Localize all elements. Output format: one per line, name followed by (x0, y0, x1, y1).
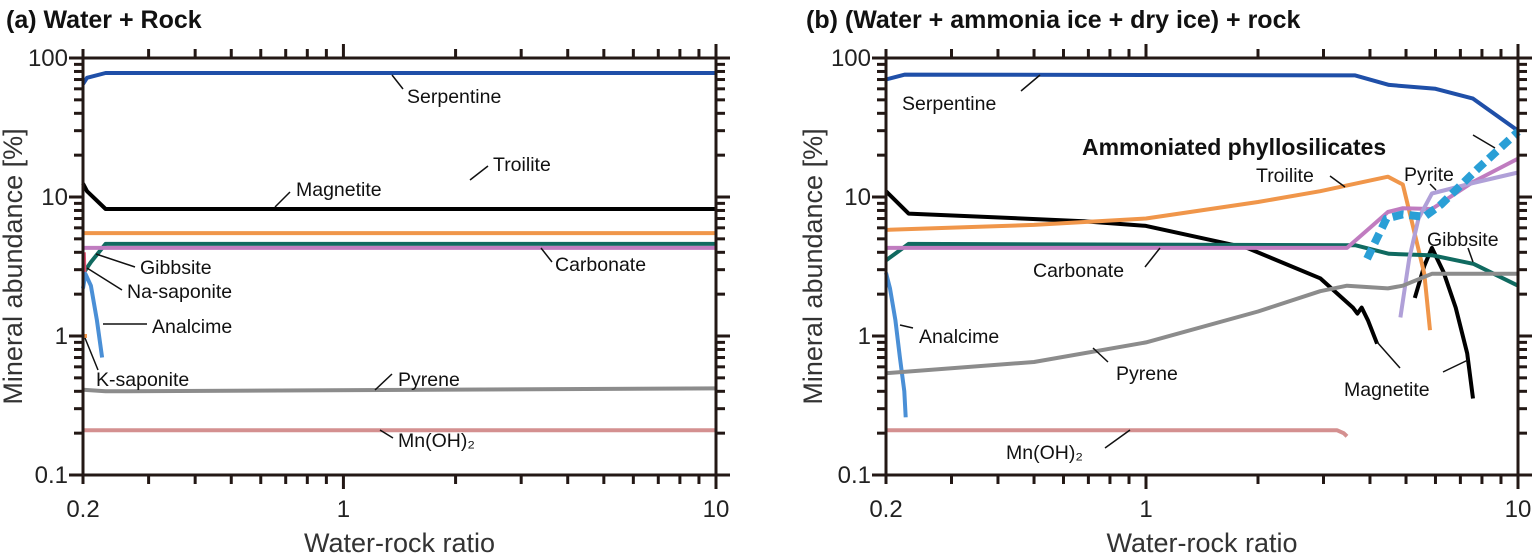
chart-title: (a) Water + Rock (6, 6, 202, 34)
series-label: K-saponite (96, 369, 189, 391)
series-line-serpentine (885, 72, 1520, 133)
label-leader-line (86, 267, 123, 291)
x-tick-label: 10 (703, 496, 730, 523)
series-line-magnetite (81, 182, 716, 211)
series-line-ammoniated-phyllosilicates (1363, 128, 1521, 261)
series-line-analcime (884, 272, 908, 418)
label-leader-line (1020, 74, 1041, 92)
x-axis-label: Water-rock ratio (304, 528, 495, 558)
series-label: Ammoniated phyllosilicates (1082, 134, 1386, 160)
y-axis-label: Mineral abundance [%] (0, 128, 28, 404)
x-tick-label: 10 (1505, 496, 1532, 523)
label-leader-line (379, 429, 394, 439)
y-tick-label: 10 (41, 184, 68, 211)
label-leader-line (84, 337, 99, 371)
series-label: Analcime (152, 316, 232, 338)
series-line-pyrene (82, 386, 717, 394)
series-label: Na-saponite (127, 281, 232, 303)
series-label: Pyrene (398, 369, 460, 391)
label-leader-line (1442, 359, 1469, 373)
series-label: Troilite (493, 154, 551, 176)
series-label: Pyrite (1404, 164, 1454, 186)
series-line-pyrite (1398, 170, 1519, 318)
label-leader-line (391, 74, 404, 90)
series-label: Gibbsite (140, 257, 212, 279)
series-line-gibbsite (81, 241, 716, 275)
series-label: Carbonate (555, 254, 646, 276)
y-tick-label: 100 (28, 45, 68, 72)
y-tick-label: 100 (831, 45, 871, 72)
label-leader-line (1429, 183, 1437, 191)
series-label: Magnetite (1344, 379, 1430, 401)
label-leader-line (1472, 134, 1496, 149)
y-tick-label: 1 (858, 323, 871, 350)
x-tick-label: 1 (337, 496, 350, 523)
series-label: Mn(OH)₂ (398, 430, 475, 452)
y-tick-label: 0.1 (838, 462, 871, 489)
plot-frame (884, 56, 1520, 477)
y-tick-label: 0.1 (35, 462, 68, 489)
x-tick-label: 1 (1139, 496, 1152, 523)
plot-frame (81, 56, 718, 477)
label-leader-line (95, 253, 136, 268)
series-line-mn-oh- (886, 428, 1349, 438)
series-label: Carbonate (1033, 260, 1124, 282)
label-leader-line (274, 191, 291, 208)
x-axis-label: Water-rock ratio (1106, 528, 1297, 558)
label-leader-line (540, 247, 553, 263)
x-tick-label: 0.2 (869, 496, 902, 523)
y-tick-label: 1 (55, 323, 68, 350)
series-line-pyrene (885, 271, 1518, 376)
series-label: Troilite (1256, 165, 1314, 187)
label-leader-line (1467, 247, 1474, 263)
label-leader-line (1329, 175, 1346, 188)
series-line-serpentine (81, 71, 716, 86)
y-axis-label: Mineral abundance [%] (798, 128, 828, 404)
x-tick-label: 0.2 (66, 496, 99, 523)
series-label: Analcime (919, 326, 999, 348)
label-leader-line (1376, 341, 1401, 369)
series-line-gibbsite (884, 241, 1519, 288)
y-tick-label: 10 (844, 184, 871, 211)
series-label: Pyrene (1116, 363, 1178, 385)
label-leader-line (1144, 247, 1161, 268)
series-line-analcime (81, 271, 105, 358)
chart-title: (b) (Water + ammonia ice + dry ice) + ro… (806, 6, 1300, 34)
label-leader-line (1104, 429, 1131, 449)
series-label: Serpentine (407, 86, 501, 108)
panel-b: (b) (Water + ammonia ice + dry ice) + ro… (798, 6, 1532, 558)
label-leader-line (1092, 347, 1109, 363)
series-line-magnetite (884, 189, 1379, 345)
label-leader-line (469, 165, 489, 181)
series-label: Mn(OH)₂ (1006, 442, 1083, 464)
series-label: Magnetite (296, 179, 382, 201)
series-line-troilite (885, 174, 1432, 331)
series-label: Gibbsite (1427, 229, 1499, 251)
label-leader-line (374, 373, 393, 391)
label-leader-line (899, 324, 914, 329)
series-label: Serpentine (902, 93, 996, 115)
panel-a: (a) Water + Rock 0.2 1 10 100 10 1 0.1 Water-roc… (0, 6, 730, 558)
